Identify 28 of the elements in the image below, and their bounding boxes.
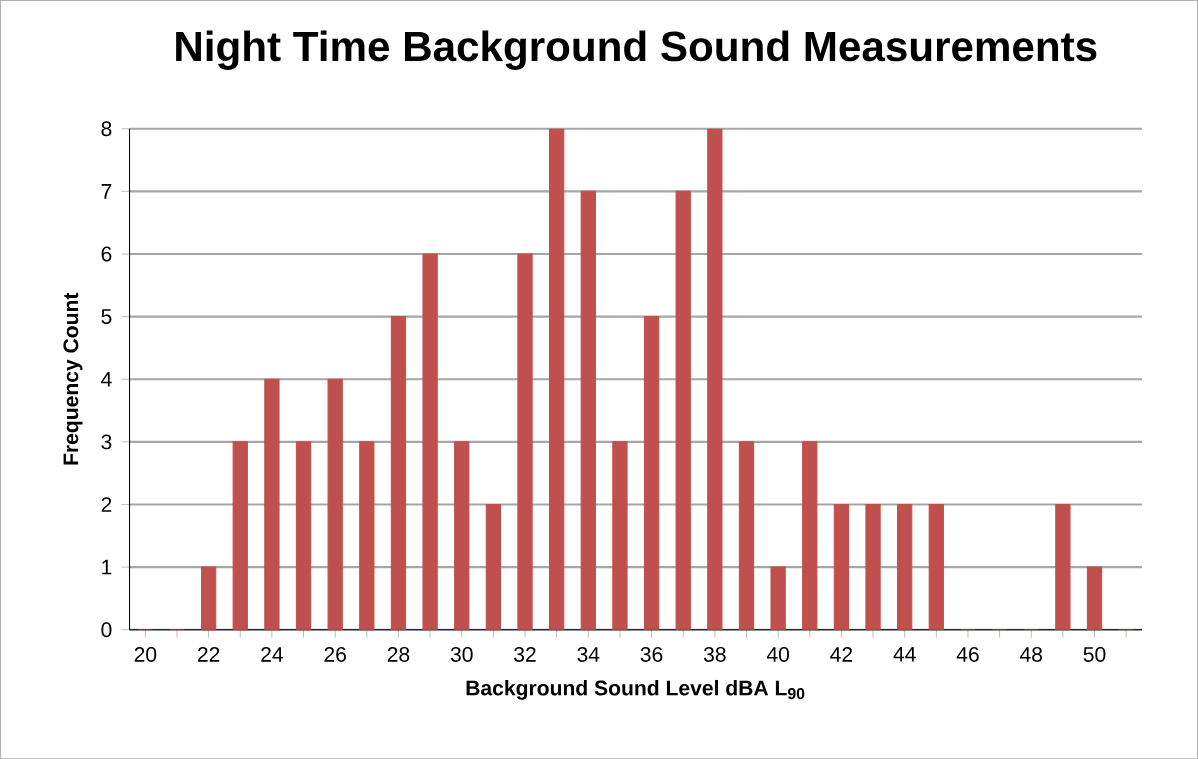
- y-tick-label: 1: [102, 559, 112, 575]
- x-tick-label: 42: [830, 646, 853, 662]
- x-tick-label: 28: [387, 646, 410, 662]
- y-tick-label: 7: [101, 184, 112, 199]
- chart-title: Night Time Background Sound Measurements: [176, 30, 1097, 70]
- y-tick-label: 2: [101, 497, 112, 512]
- x-tick-label: 38: [703, 646, 726, 662]
- y-tick-label: 5: [101, 309, 112, 324]
- x-tick-label: 24: [261, 646, 284, 662]
- x-tick-label: 46: [956, 646, 979, 662]
- y-axis-title: Frequency Count: [63, 292, 83, 465]
- y-tick-label: 0: [101, 622, 112, 638]
- x-tick-label: 20: [134, 646, 157, 662]
- y-tick-label: 8: [101, 121, 112, 137]
- x-tick-label: 44: [893, 646, 916, 662]
- y-tick-label: 3: [101, 434, 112, 450]
- y-tick-label: 6: [101, 246, 112, 262]
- x-tick-label: 30: [450, 646, 473, 662]
- x-tick-label: 50: [1083, 646, 1106, 662]
- x-tick-label: 40: [766, 646, 790, 662]
- x-tick-label: 32: [514, 646, 536, 662]
- x-tick-label: 36: [640, 646, 663, 662]
- y-tick-label: 4: [101, 371, 112, 387]
- x-tick-label: 34: [577, 646, 600, 662]
- x-axis-title: Background Sound Level dBA L$_{90}$: [466, 679, 805, 700]
- x-tick-label: 48: [1020, 646, 1043, 662]
- x-tick-label: 26: [324, 646, 346, 662]
- x-tick-label: 22: [197, 646, 220, 662]
